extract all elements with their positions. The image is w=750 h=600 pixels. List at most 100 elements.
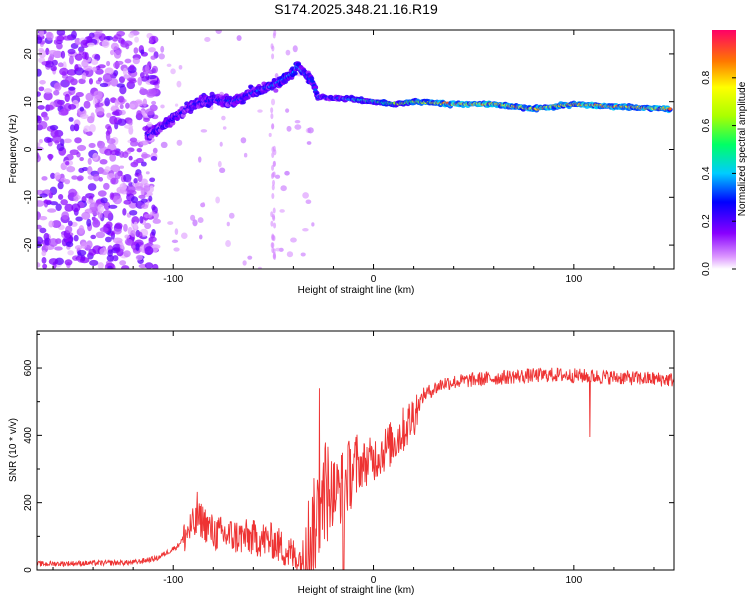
noise-speckle bbox=[48, 238, 59, 247]
noise-speckle bbox=[54, 172, 61, 180]
noise-speckle bbox=[93, 90, 103, 100]
noise-speckle bbox=[41, 250, 47, 257]
noise-speckle bbox=[64, 203, 74, 212]
noise-speckle bbox=[76, 175, 84, 181]
noise-speckle bbox=[66, 165, 76, 173]
noise-speckle bbox=[38, 138, 43, 144]
noise-speckle bbox=[272, 161, 276, 168]
noise-speckle bbox=[87, 157, 92, 165]
ridge-halo bbox=[208, 101, 214, 106]
noise-speckle bbox=[192, 219, 198, 227]
noise-speckle bbox=[103, 182, 110, 190]
noise-speckle bbox=[272, 253, 276, 260]
colorbar-ticks: 0.0 0.2 0.4 0.6 0.8 bbox=[701, 70, 736, 276]
y-tick-label: 200 bbox=[23, 494, 34, 511]
noise-speckle bbox=[71, 203, 81, 213]
noise-speckle bbox=[74, 64, 79, 72]
colorbar-tick-label: 0.4 bbox=[701, 166, 712, 180]
noise-speckle bbox=[139, 140, 149, 146]
noise-speckle bbox=[53, 90, 60, 96]
colorbar: 0.0 0.2 0.4 0.6 0.8 Normalized spectral ampl… bbox=[701, 30, 748, 276]
noise-speckle bbox=[221, 115, 226, 121]
x-tick-label: 0 bbox=[371, 575, 377, 586]
noise-speckle bbox=[69, 124, 75, 132]
colorbar-tick-label: 0.0 bbox=[701, 262, 712, 276]
noise-speckle bbox=[202, 202, 206, 208]
noise-speckle bbox=[124, 234, 130, 239]
noise-speckle bbox=[86, 218, 92, 227]
noise-speckle bbox=[292, 45, 298, 53]
noise-speckle bbox=[109, 192, 115, 200]
noise-speckle bbox=[270, 220, 274, 227]
noise-speckle bbox=[58, 110, 69, 116]
noise-speckle bbox=[55, 203, 62, 211]
y-tick-label: 0 bbox=[23, 146, 34, 152]
noise-speckle bbox=[123, 99, 127, 103]
noise-speckle bbox=[86, 42, 95, 47]
noise-speckle bbox=[44, 60, 54, 68]
y-tick-label: -20 bbox=[23, 237, 34, 252]
noise-speckle bbox=[65, 241, 74, 248]
noise-speckle bbox=[89, 124, 96, 133]
noise-speckle bbox=[112, 195, 123, 205]
noise-speckle bbox=[78, 225, 85, 234]
noise-speckle bbox=[110, 164, 121, 173]
noise-speckle bbox=[190, 214, 196, 221]
noise-speckle bbox=[110, 177, 119, 185]
noise-speckle bbox=[151, 228, 156, 236]
noise-speckle bbox=[53, 39, 59, 45]
noise-speckle bbox=[125, 185, 136, 194]
noise-speckle bbox=[68, 188, 78, 198]
noise-speckle bbox=[54, 246, 63, 251]
y-tick-label: 400 bbox=[23, 427, 34, 444]
noise-speckle bbox=[130, 230, 137, 238]
ridge-halo bbox=[174, 115, 180, 121]
noise-speckle bbox=[39, 30, 45, 37]
noise-speckle bbox=[119, 85, 127, 95]
x-tick-label: -100 bbox=[163, 274, 183, 285]
noise-speckle bbox=[148, 69, 155, 75]
snr-ylabel: SNR (10 * v/v) bbox=[8, 418, 19, 482]
noise-speckle bbox=[92, 152, 99, 161]
noise-speckle bbox=[106, 254, 115, 262]
noise-speckle bbox=[140, 178, 148, 185]
noise-speckle bbox=[49, 201, 58, 206]
noise-speckle bbox=[86, 240, 93, 249]
noise-speckle bbox=[45, 47, 50, 56]
noise-speckle bbox=[137, 76, 143, 86]
y-tick-label: 0 bbox=[23, 567, 34, 573]
noise-speckle bbox=[37, 262, 41, 268]
noise-speckle bbox=[77, 144, 87, 152]
noise-speckle bbox=[47, 208, 57, 213]
noise-speckle bbox=[148, 47, 156, 53]
noise-speckle bbox=[37, 200, 45, 207]
noise-speckle bbox=[87, 183, 97, 191]
noise-speckle bbox=[99, 82, 109, 88]
colorbar-tick-label: 0.6 bbox=[701, 118, 712, 132]
noise-speckle bbox=[280, 185, 287, 192]
noise-speckle bbox=[197, 217, 204, 224]
noise-speckle bbox=[119, 165, 125, 169]
noise-speckle bbox=[243, 152, 248, 158]
noise-speckle bbox=[104, 148, 113, 156]
x-tick-label: -100 bbox=[163, 575, 183, 586]
noise-speckle bbox=[144, 246, 154, 256]
noise-speckle bbox=[133, 178, 138, 184]
noise-speckle bbox=[133, 159, 139, 165]
noise-speckle bbox=[125, 102, 130, 109]
noise-speckle bbox=[151, 204, 156, 211]
noise-speckle bbox=[306, 141, 312, 145]
noise-speckle bbox=[145, 171, 150, 175]
noise-speckle bbox=[93, 217, 99, 225]
noise-speckle bbox=[160, 104, 165, 109]
noise-speckle bbox=[101, 39, 110, 48]
noise-speckle bbox=[59, 67, 69, 76]
noise-speckle bbox=[95, 102, 104, 108]
snr-frame bbox=[36, 330, 675, 571]
noise-speckle bbox=[123, 250, 131, 258]
noise-speckle bbox=[119, 104, 124, 110]
noise-speckle bbox=[215, 30, 222, 34]
noise-speckle bbox=[103, 201, 111, 211]
noise-speckle bbox=[45, 104, 54, 111]
snr-ticks: -100 0 100 0 200 400 600 bbox=[23, 331, 674, 586]
